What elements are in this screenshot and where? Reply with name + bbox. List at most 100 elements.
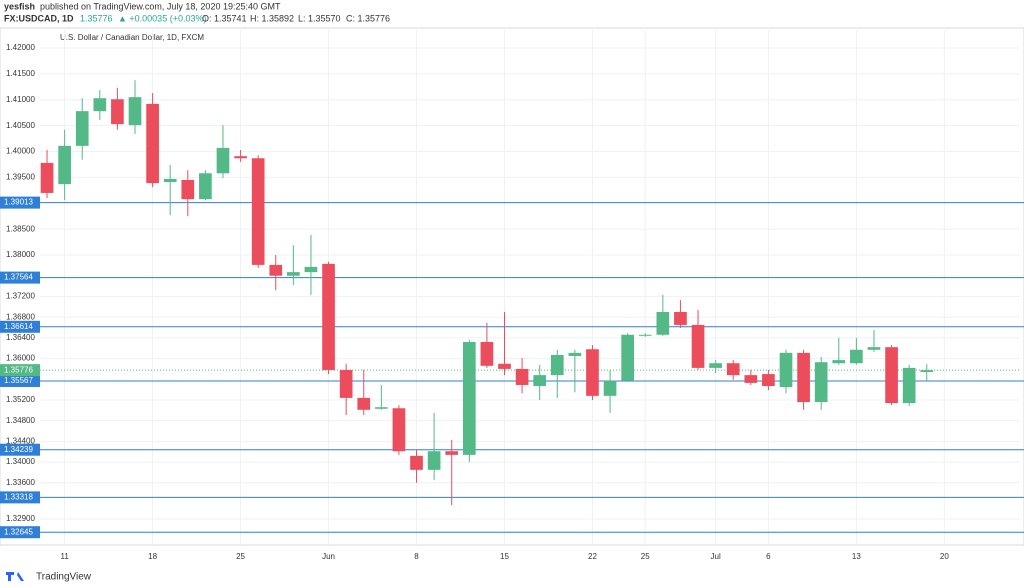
candle-body	[322, 263, 335, 370]
candle-body	[40, 162, 54, 193]
candle-body	[357, 397, 371, 410]
candle-body	[550, 354, 564, 376]
candle-body	[374, 407, 388, 409]
low: L: 1.35570	[298, 13, 341, 23]
level-tag	[0, 271, 40, 284]
candle-body	[251, 158, 265, 265]
candle-body	[867, 347, 881, 350]
y-tick-label: 1.41500	[6, 69, 35, 78]
candle-body	[515, 368, 529, 385]
chart-title: U.S. Dollar / Canadian Dollar, 1D, FXCM	[60, 33, 204, 42]
x-tick-label: 22	[588, 552, 597, 561]
y-tick-label: 1.32900	[6, 514, 35, 523]
x-tick-label: 13	[852, 552, 861, 561]
level-label: 1.39013	[4, 198, 33, 207]
candle-body	[427, 451, 441, 470]
level-label: 1.35567	[4, 376, 33, 385]
candle-body	[498, 363, 511, 369]
labels: 1.42000 1.41500 1.41000 1.40500 1.40000 1.395…	[0, 43, 949, 561]
level-tag	[0, 196, 40, 209]
candle-body	[902, 367, 916, 404]
candle-body	[199, 173, 212, 200]
level-tag	[0, 526, 40, 539]
candle-body	[480, 342, 494, 366]
candle-body	[885, 347, 898, 404]
level-label: 1.33318	[4, 492, 33, 501]
candle-body	[726, 363, 740, 376]
y-tick-label: 1.34800	[6, 416, 35, 425]
x-tick-label: Jul	[711, 552, 721, 561]
y-tick-label: 1.37200	[6, 292, 35, 301]
symbol: FX:USDCAD, 1D	[4, 13, 74, 23]
candle-body	[797, 352, 810, 403]
candle-body	[674, 311, 687, 325]
y-tick-label: 1.36800	[6, 312, 35, 321]
x-tick-label: 25	[641, 552, 650, 561]
candle-body	[128, 97, 142, 126]
y-tick-label: 1.36400	[6, 333, 35, 342]
candle-body	[111, 99, 124, 125]
candle-body	[392, 408, 406, 452]
candle-body	[533, 375, 547, 386]
candle-body	[287, 272, 300, 276]
candle-body	[638, 334, 652, 336]
candle-body	[58, 145, 71, 185]
brand: TradingView	[36, 572, 92, 583]
x-tick-label: 25	[236, 552, 245, 561]
candle-body	[462, 342, 476, 455]
candle-body	[586, 349, 599, 396]
candle-body	[814, 362, 828, 403]
candle-body	[744, 375, 758, 383]
x-tick-label: 20	[940, 552, 949, 561]
candle-body	[621, 334, 634, 381]
candle-body	[234, 156, 247, 159]
candle-body	[762, 374, 775, 386]
candle-body	[920, 370, 934, 372]
y-tick-label: 1.38000	[6, 250, 35, 259]
candle-body	[656, 311, 670, 335]
candle-body	[75, 111, 89, 146]
candle-body	[216, 147, 230, 174]
candle-body	[709, 363, 722, 368]
candle-body	[850, 349, 863, 364]
marks	[40, 80, 934, 506]
candle-body	[410, 455, 423, 470]
candle-body	[304, 266, 318, 273]
last-price-label: 1.35776	[4, 365, 33, 374]
candle-body	[339, 369, 353, 398]
y-tick-label: 1.34000	[6, 457, 35, 466]
y-tick-label: 1.40000	[6, 147, 35, 156]
candle-body	[691, 324, 705, 368]
y-tick-label: 1.35200	[6, 395, 35, 404]
level-tag	[0, 374, 40, 387]
author: yesfish	[4, 1, 35, 11]
close: C: 1.35776	[346, 13, 390, 23]
candle-body	[445, 451, 459, 455]
candle-body	[779, 352, 793, 388]
level-label: 1.37564	[4, 273, 33, 282]
change: ▲ +0.00035 (+0.03%)	[118, 13, 206, 23]
y-tick-label: 1.34400	[6, 436, 35, 445]
x-tick-label: 18	[148, 552, 157, 561]
y-tick-label: 1.42000	[6, 43, 35, 52]
candle-body	[832, 360, 846, 364]
candle-body	[181, 179, 195, 200]
level-label: 1.34239	[4, 445, 33, 454]
y-tick-label: 1.36000	[6, 354, 35, 363]
candle-body	[269, 264, 283, 276]
y-tick-label: 1.41000	[6, 95, 35, 104]
x-tick-label: Jun	[322, 552, 335, 561]
y-tick-label: 1.38500	[6, 224, 35, 233]
plot-frame	[0, 27, 1024, 546]
brand-logo	[6, 572, 24, 581]
level-tag	[0, 491, 40, 504]
candle-body	[146, 103, 159, 184]
high: H: 1.35892	[250, 13, 294, 23]
x-tick-label: 6	[766, 552, 771, 561]
level-label: 1.36614	[4, 322, 33, 331]
last-price: 1.35776	[80, 13, 113, 23]
x-tick-label: 8	[414, 552, 419, 561]
x-tick-label: 15	[500, 552, 509, 561]
candle-body	[603, 380, 617, 396]
candle-body	[568, 352, 582, 356]
